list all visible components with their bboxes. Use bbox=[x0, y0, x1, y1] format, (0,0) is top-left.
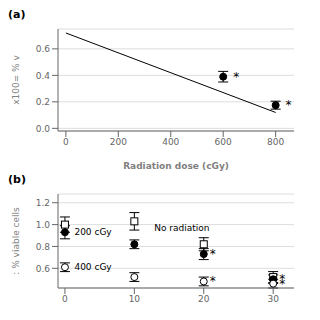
svg-text:*: * bbox=[279, 277, 285, 288]
svg-text:200 cGy: 200 cGy bbox=[74, 227, 112, 237]
svg-text:400: 400 bbox=[162, 137, 179, 147]
svg-text:0.2: 0.2 bbox=[36, 97, 50, 107]
svg-text:0: 0 bbox=[62, 294, 68, 304]
svg-text:10: 10 bbox=[129, 294, 141, 304]
svg-text:30: 30 bbox=[267, 294, 279, 304]
svg-text:0.8: 0.8 bbox=[36, 242, 51, 252]
svg-text:No radiation: No radiation bbox=[154, 223, 209, 233]
svg-text:800: 800 bbox=[267, 137, 284, 147]
html-text:(a): (a) bbox=[8, 8, 26, 21]
svg-text:600: 600 bbox=[215, 137, 232, 147]
svg-text:Radiation dose (cGy): Radiation dose (cGy) bbox=[123, 161, 229, 171]
svg-text:200: 200 bbox=[110, 137, 127, 147]
svg-text:0.0: 0.0 bbox=[36, 124, 51, 134]
svg-text:*: * bbox=[233, 70, 239, 84]
svg-text:*: * bbox=[210, 274, 216, 288]
svg-text:0.6: 0.6 bbox=[36, 44, 51, 54]
svg-text:1.2: 1.2 bbox=[36, 198, 50, 208]
svg-text:*: * bbox=[210, 247, 216, 261]
svg-text:1.0: 1.0 bbox=[36, 220, 51, 230]
svg-text:0: 0 bbox=[63, 137, 69, 147]
html-text:(b): (b) bbox=[8, 173, 26, 186]
svg-text:400 cGy: 400 cGy bbox=[74, 262, 112, 272]
svg-text:x100= % v: x100= % v bbox=[11, 55, 21, 105]
svg-text:*: * bbox=[286, 98, 292, 112]
svg-text:: % viable cells: : % viable cells bbox=[11, 207, 21, 275]
svg-text:0.6: 0.6 bbox=[36, 264, 51, 274]
svg-text:20: 20 bbox=[198, 294, 210, 304]
svg-text:0.4: 0.4 bbox=[36, 71, 51, 81]
